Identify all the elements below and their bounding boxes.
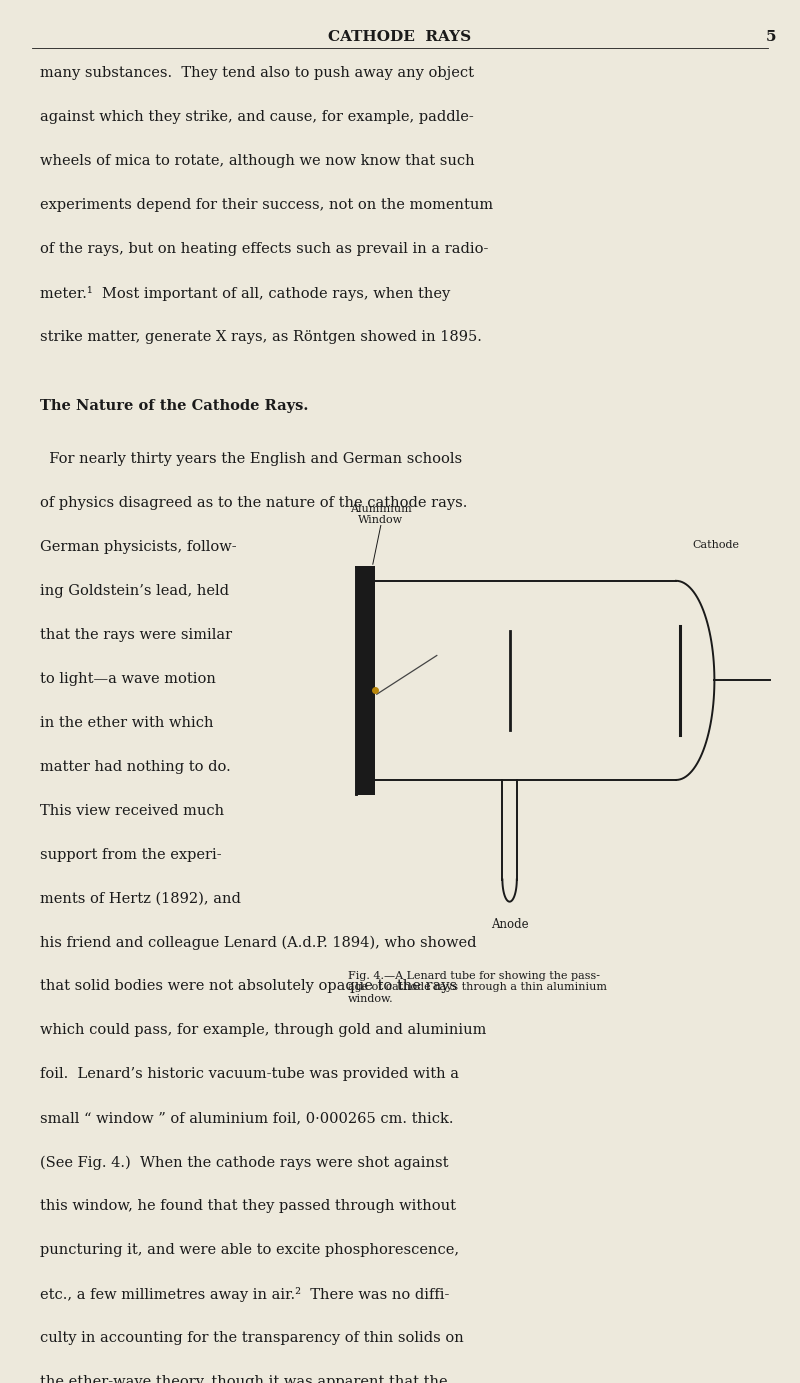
Text: of physics disagreed as to the nature of the cathode rays.: of physics disagreed as to the nature of… [40, 495, 467, 510]
Text: Aluminium
Window: Aluminium Window [350, 503, 412, 526]
Text: For nearly thirty years the English and German schools: For nearly thirty years the English and … [40, 452, 462, 466]
Bar [356, 567, 374, 794]
Text: support from the experi-: support from the experi- [40, 848, 222, 862]
Text: Cathode: Cathode [692, 541, 739, 550]
Text: Fig. 4.—A Lenard tube for showing the pass-
age of cathode rays through a thin a: Fig. 4.—A Lenard tube for showing the pa… [348, 971, 607, 1004]
Text: small “ window ” of aluminium foil, 0·000265 cm. thick.: small “ window ” of aluminium foil, 0·00… [40, 1112, 454, 1126]
Text: foil.  Lenard’s historic vacuum-tube was provided with a: foil. Lenard’s historic vacuum-tube was … [40, 1068, 459, 1082]
Text: matter had nothing to do.: matter had nothing to do. [40, 759, 230, 773]
Text: strike matter, generate X rays, as Röntgen showed in 1895.: strike matter, generate X rays, as Röntg… [40, 331, 482, 344]
Text: ments of Hertz (1892), and: ments of Hertz (1892), and [40, 892, 241, 906]
Text: of the rays, but on heating effects such as prevail in a radio-: of the rays, but on heating effects such… [40, 242, 488, 256]
Text: the ether-wave theory, though it was apparent that the: the ether-wave theory, though it was app… [40, 1375, 448, 1383]
Text: that solid bodies were not absolutely opaque to the rays: that solid bodies were not absolutely op… [40, 979, 457, 993]
Text: this window, he found that they passed through without: this window, he found that they passed t… [40, 1199, 456, 1213]
Text: etc., a few millimetres away in air.²  There was no diffi-: etc., a few millimetres away in air.² Th… [40, 1288, 450, 1303]
Text: puncturing it, and were able to excite phosphorescence,: puncturing it, and were able to excite p… [40, 1243, 459, 1257]
Text: (See Fig. 4.)  When the cathode rays were shot against: (See Fig. 4.) When the cathode rays were… [40, 1155, 449, 1170]
Text: Anode: Anode [490, 918, 529, 931]
Text: The Nature of the Cathode Rays.: The Nature of the Cathode Rays. [40, 400, 308, 414]
Text: to light—a wave motion: to light—a wave motion [40, 672, 216, 686]
Text: culty in accounting for the transparency of thin solids on: culty in accounting for the transparency… [40, 1332, 464, 1346]
Text: his friend and colleague Lenard (A.d.P. 1894), who showed: his friend and colleague Lenard (A.d.P. … [40, 935, 477, 950]
Text: that the rays were similar: that the rays were similar [40, 628, 232, 642]
Text: German physicists, follow-: German physicists, follow- [40, 539, 237, 553]
Text: in the ether with which: in the ether with which [40, 715, 214, 730]
Text: This view received much: This view received much [40, 804, 224, 817]
Text: ing Goldstein’s lead, held: ing Goldstein’s lead, held [40, 584, 229, 597]
Text: many substances.  They tend also to push away any object: many substances. They tend also to push … [40, 66, 474, 80]
Text: which could pass, for example, through gold and aluminium: which could pass, for example, through g… [40, 1023, 486, 1037]
Text: against which they strike, and cause, for example, paddle-: against which they strike, and cause, fo… [40, 111, 474, 124]
Text: wheels of mica to rotate, although we now know that such: wheels of mica to rotate, although we no… [40, 155, 474, 169]
Text: 5: 5 [766, 30, 776, 44]
Text: CATHODE  RAYS: CATHODE RAYS [329, 30, 471, 44]
Text: meter.¹  Most important of all, cathode rays, when they: meter.¹ Most important of all, cathode r… [40, 286, 450, 301]
Text: experiments depend for their success, not on the momentum: experiments depend for their success, no… [40, 198, 493, 213]
